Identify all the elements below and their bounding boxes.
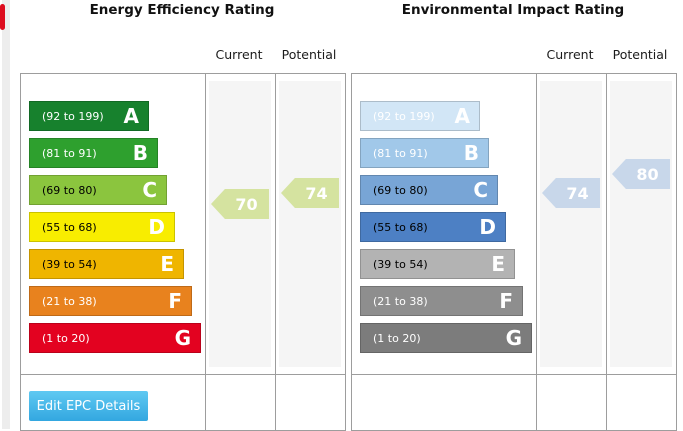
band-range-label: (92 to 199)	[373, 109, 435, 123]
potential-column-strip	[610, 81, 672, 367]
band-b: (81 to 91) B	[360, 138, 489, 168]
band-c: (69 to 80) C	[360, 175, 498, 205]
rating-bands: (92 to 199) A (81 to 91) B (69 to 80) C …	[29, 101, 201, 360]
band-range-label: (39 to 54)	[42, 257, 97, 271]
band-grade-letter: E	[160, 252, 174, 276]
band-grade-letter: C	[142, 178, 157, 202]
band-range-label: (55 to 68)	[373, 220, 428, 234]
band-c: (69 to 80) C	[29, 175, 167, 205]
band-grade-letter: D	[479, 215, 496, 239]
environmental-impact-chart: Environmental Impact Rating Current Pote…	[351, 0, 677, 431]
band-g: (1 to 20) G	[29, 323, 201, 353]
band-f: (21 to 38) F	[360, 286, 523, 316]
band-range-label: (39 to 54)	[373, 257, 428, 271]
potential-rating-value: 74	[305, 183, 328, 203]
potential-rating-value: 80	[636, 164, 659, 184]
potential-column-strip	[279, 81, 341, 367]
edit-epc-details-button[interactable]: Edit EPC Details	[29, 391, 148, 421]
band-range-label: (21 to 38)	[373, 294, 428, 308]
potential-rating-arrow: 80	[612, 159, 670, 189]
band-a: (92 to 199) A	[360, 101, 480, 131]
column-divider	[275, 74, 276, 430]
band-grade-letter: G	[505, 326, 522, 350]
column-divider	[536, 74, 537, 430]
rating-table: (92 to 199) A (81 to 91) B (69 to 80) C …	[351, 73, 677, 431]
band-range-label: (81 to 91)	[42, 146, 97, 160]
rating-bands: (92 to 199) A (81 to 91) B (69 to 80) C …	[360, 101, 532, 360]
current-rating-value: 70	[235, 194, 258, 214]
band-range-label: (1 to 20)	[42, 331, 90, 345]
band-grade-letter: F	[168, 289, 182, 313]
band-grade-letter: E	[491, 252, 505, 276]
chart-title: Environmental Impact Rating	[401, 2, 625, 18]
band-range-label: (21 to 38)	[42, 294, 97, 308]
column-divider	[606, 74, 607, 430]
page-left-stripe	[2, 0, 10, 429]
band-range-label: (69 to 80)	[373, 183, 428, 197]
band-grade-letter: B	[463, 141, 479, 165]
energy-efficiency-chart: Energy Efficiency Rating Current Potenti…	[20, 0, 346, 431]
band-range-label: (55 to 68)	[42, 220, 97, 234]
column-header-current: Current	[546, 47, 594, 62]
rating-table: (92 to 199) A (81 to 91) B (69 to 80) C …	[20, 73, 346, 431]
current-rating-value: 74	[566, 183, 589, 203]
band-range-label: (81 to 91)	[373, 146, 428, 160]
band-a: (92 to 199) A	[29, 101, 149, 131]
chart-title: Energy Efficiency Rating	[89, 2, 275, 18]
band-range-label: (92 to 199)	[42, 109, 104, 123]
column-divider	[205, 74, 206, 430]
page-edge-marker	[0, 4, 5, 30]
band-grade-letter: C	[473, 178, 488, 202]
potential-rating-arrow: 74	[281, 178, 339, 208]
current-column-strip	[209, 81, 271, 367]
footer-row-divider	[352, 374, 676, 375]
column-header-potential: Potential	[281, 47, 337, 62]
band-d: (55 to 68) D	[29, 212, 175, 242]
band-range-label: (1 to 20)	[373, 331, 421, 345]
current-rating-arrow: 74	[542, 178, 600, 208]
band-d: (55 to 68) D	[360, 212, 506, 242]
current-column-strip	[540, 81, 602, 367]
column-header-potential: Potential	[612, 47, 668, 62]
band-grade-letter: A	[454, 104, 470, 128]
band-grade-letter: A	[123, 104, 139, 128]
band-g: (1 to 20) G	[360, 323, 532, 353]
band-grade-letter: D	[148, 215, 165, 239]
band-e: (39 to 54) E	[29, 249, 184, 279]
band-f: (21 to 38) F	[29, 286, 192, 316]
current-rating-arrow: 70	[211, 189, 269, 219]
band-b: (81 to 91) B	[29, 138, 158, 168]
band-grade-letter: G	[174, 326, 191, 350]
band-grade-letter: F	[499, 289, 513, 313]
footer-row-divider	[21, 374, 345, 375]
band-e: (39 to 54) E	[360, 249, 515, 279]
band-grade-letter: B	[132, 141, 148, 165]
column-header-current: Current	[215, 47, 263, 62]
band-range-label: (69 to 80)	[42, 183, 97, 197]
